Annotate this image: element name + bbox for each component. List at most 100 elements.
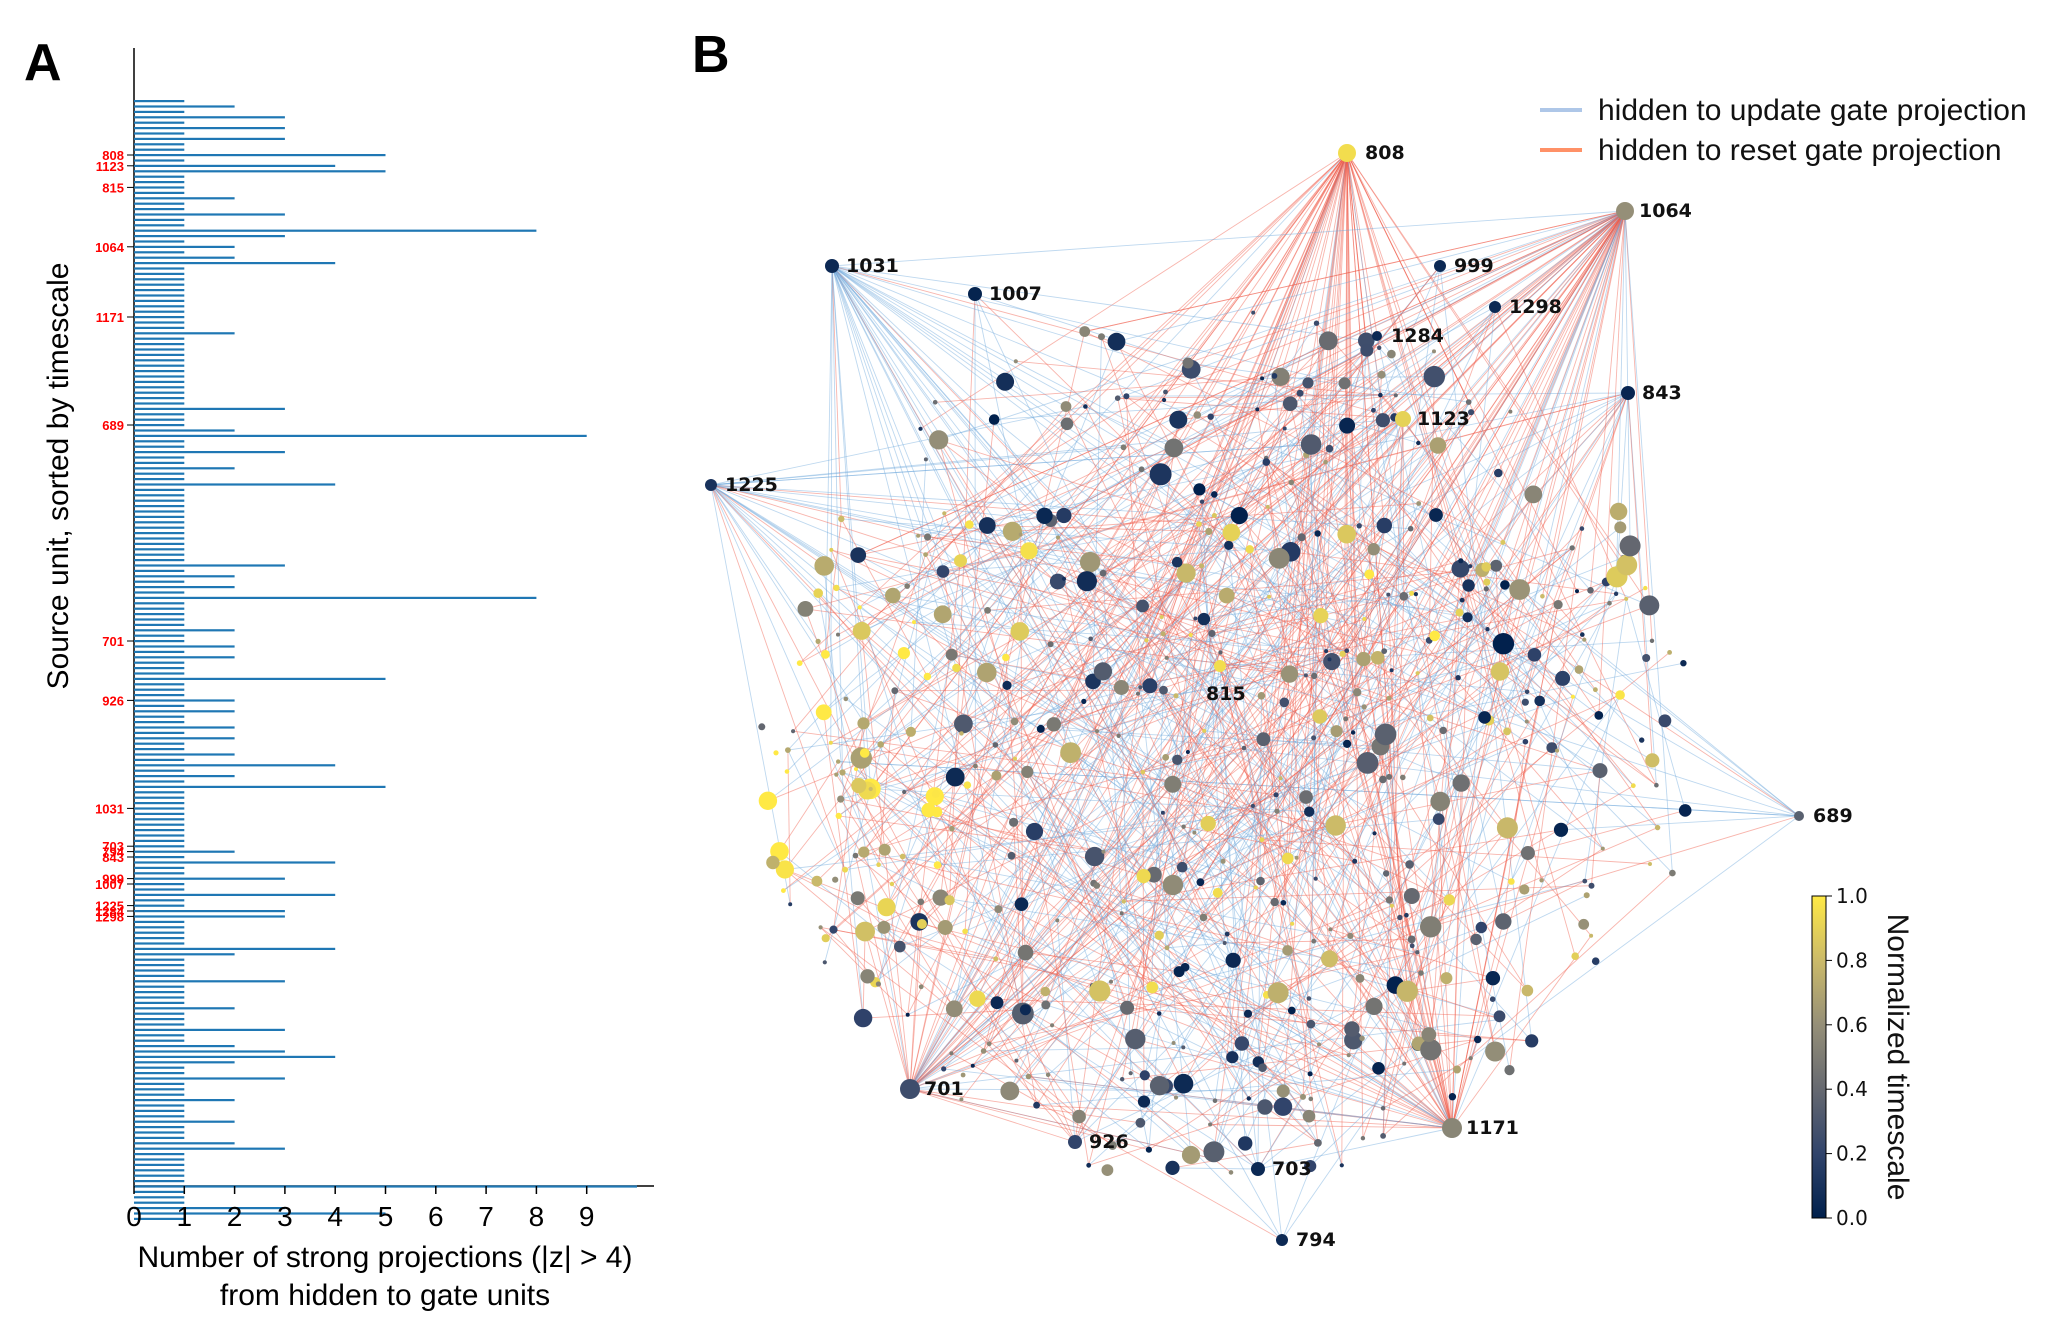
network-node (1109, 979, 1113, 984)
network-node (1268, 547, 1290, 569)
bar (134, 737, 235, 740)
reset-edge (864, 931, 911, 1090)
reset-edge (1096, 152, 1348, 732)
reset-edge (1178, 419, 1463, 601)
network-node (1203, 1141, 1225, 1163)
bar (134, 1055, 336, 1058)
reset-edge (817, 592, 1153, 988)
reset-edge (1346, 152, 1364, 1139)
bar (134, 634, 185, 637)
bar (134, 742, 185, 745)
update-edge (861, 461, 1267, 759)
network-node (1220, 858, 1226, 864)
network-node (791, 729, 796, 734)
reset-edge (1428, 376, 1435, 641)
network-node (1521, 984, 1534, 997)
network-node (1250, 803, 1255, 809)
reset-edge (1394, 210, 1626, 986)
network-node (1257, 692, 1266, 700)
highlighted-unit-label: 999 (102, 872, 124, 887)
network-node (1262, 458, 1271, 466)
update-edge (831, 265, 1419, 444)
update-edge (1584, 598, 1627, 882)
network-node (1462, 579, 1475, 592)
network-node (1267, 982, 1289, 1004)
reset-edge (1123, 829, 1562, 902)
bar (134, 402, 185, 405)
update-edge (1231, 584, 1506, 1058)
update-edge (1118, 735, 1164, 814)
update-edge (953, 515, 1045, 1009)
network-node (1013, 359, 1018, 364)
reset-edge (1142, 210, 1626, 773)
reset-edge (1451, 604, 1559, 1129)
update-edge (845, 698, 1014, 823)
network-node (1346, 1053, 1351, 1058)
reset-edge (1509, 528, 1583, 1071)
update-edge (1488, 557, 1624, 721)
reset-edge (1283, 902, 1419, 1046)
update-edge (1510, 576, 1618, 882)
reset-edge (1451, 921, 1504, 1129)
network-node (876, 862, 881, 867)
update-edge (986, 392, 1629, 673)
reset-edge (909, 447, 1175, 1090)
reset-edge (1103, 652, 1221, 852)
network-node (1485, 971, 1501, 986)
update-edge (913, 306, 1496, 623)
network-node (1202, 728, 1207, 733)
reset-edge (918, 535, 1202, 567)
update-edge (831, 265, 1145, 877)
reset-edge (1102, 481, 1292, 574)
bar (134, 1163, 185, 1166)
x-tick-label: 8 (529, 1201, 545, 1232)
network-node (855, 921, 875, 942)
network-node (931, 789, 940, 798)
reset-edge (935, 377, 1263, 403)
reset-edge (909, 448, 1330, 1090)
network-node (1400, 774, 1406, 781)
network-node (796, 660, 803, 666)
reset-edge (1341, 152, 1348, 1166)
reset-edge (1380, 746, 1453, 1129)
reset-edge (831, 549, 1290, 675)
network-node (1474, 1035, 1482, 1044)
reset-edge (1014, 210, 1626, 722)
hub-label-1007: 1007 (989, 283, 1042, 305)
bar (134, 920, 185, 923)
update-edge (825, 468, 1142, 655)
reset-edge (863, 851, 1288, 951)
hub-node-1123 (1395, 411, 1411, 427)
reset-edge (792, 406, 1067, 732)
network-node (1420, 916, 1442, 938)
reset-edge (909, 899, 1390, 1090)
update-edge (831, 265, 1390, 901)
network-node (1282, 396, 1298, 412)
reset-edge (909, 1088, 1141, 1124)
network-node (1649, 638, 1655, 643)
network-node (1013, 756, 1017, 761)
network-node (1639, 595, 1660, 616)
update-edge (710, 484, 1430, 641)
update-edge (710, 484, 1348, 745)
reset-edge (835, 652, 905, 775)
network-node (1524, 485, 1543, 504)
update-edge (1200, 741, 1526, 883)
network-node (1439, 726, 1447, 735)
reset-edge (907, 152, 1348, 1016)
network-node (1276, 1084, 1290, 1098)
update-edge (1201, 501, 1226, 944)
reset-edge (1022, 659, 1330, 1014)
network-node (1669, 869, 1676, 877)
bar (134, 942, 185, 945)
network-node (1014, 897, 1029, 911)
network-node (1079, 551, 1101, 573)
reset-edge (1627, 392, 1653, 761)
network-node (836, 759, 841, 764)
reset-edge (938, 439, 1232, 533)
update-edge (1153, 532, 1232, 875)
network-node (949, 1051, 954, 1056)
update-edge (1074, 594, 1389, 1143)
reset-edge (1317, 533, 1413, 946)
update-edge (918, 392, 1629, 537)
